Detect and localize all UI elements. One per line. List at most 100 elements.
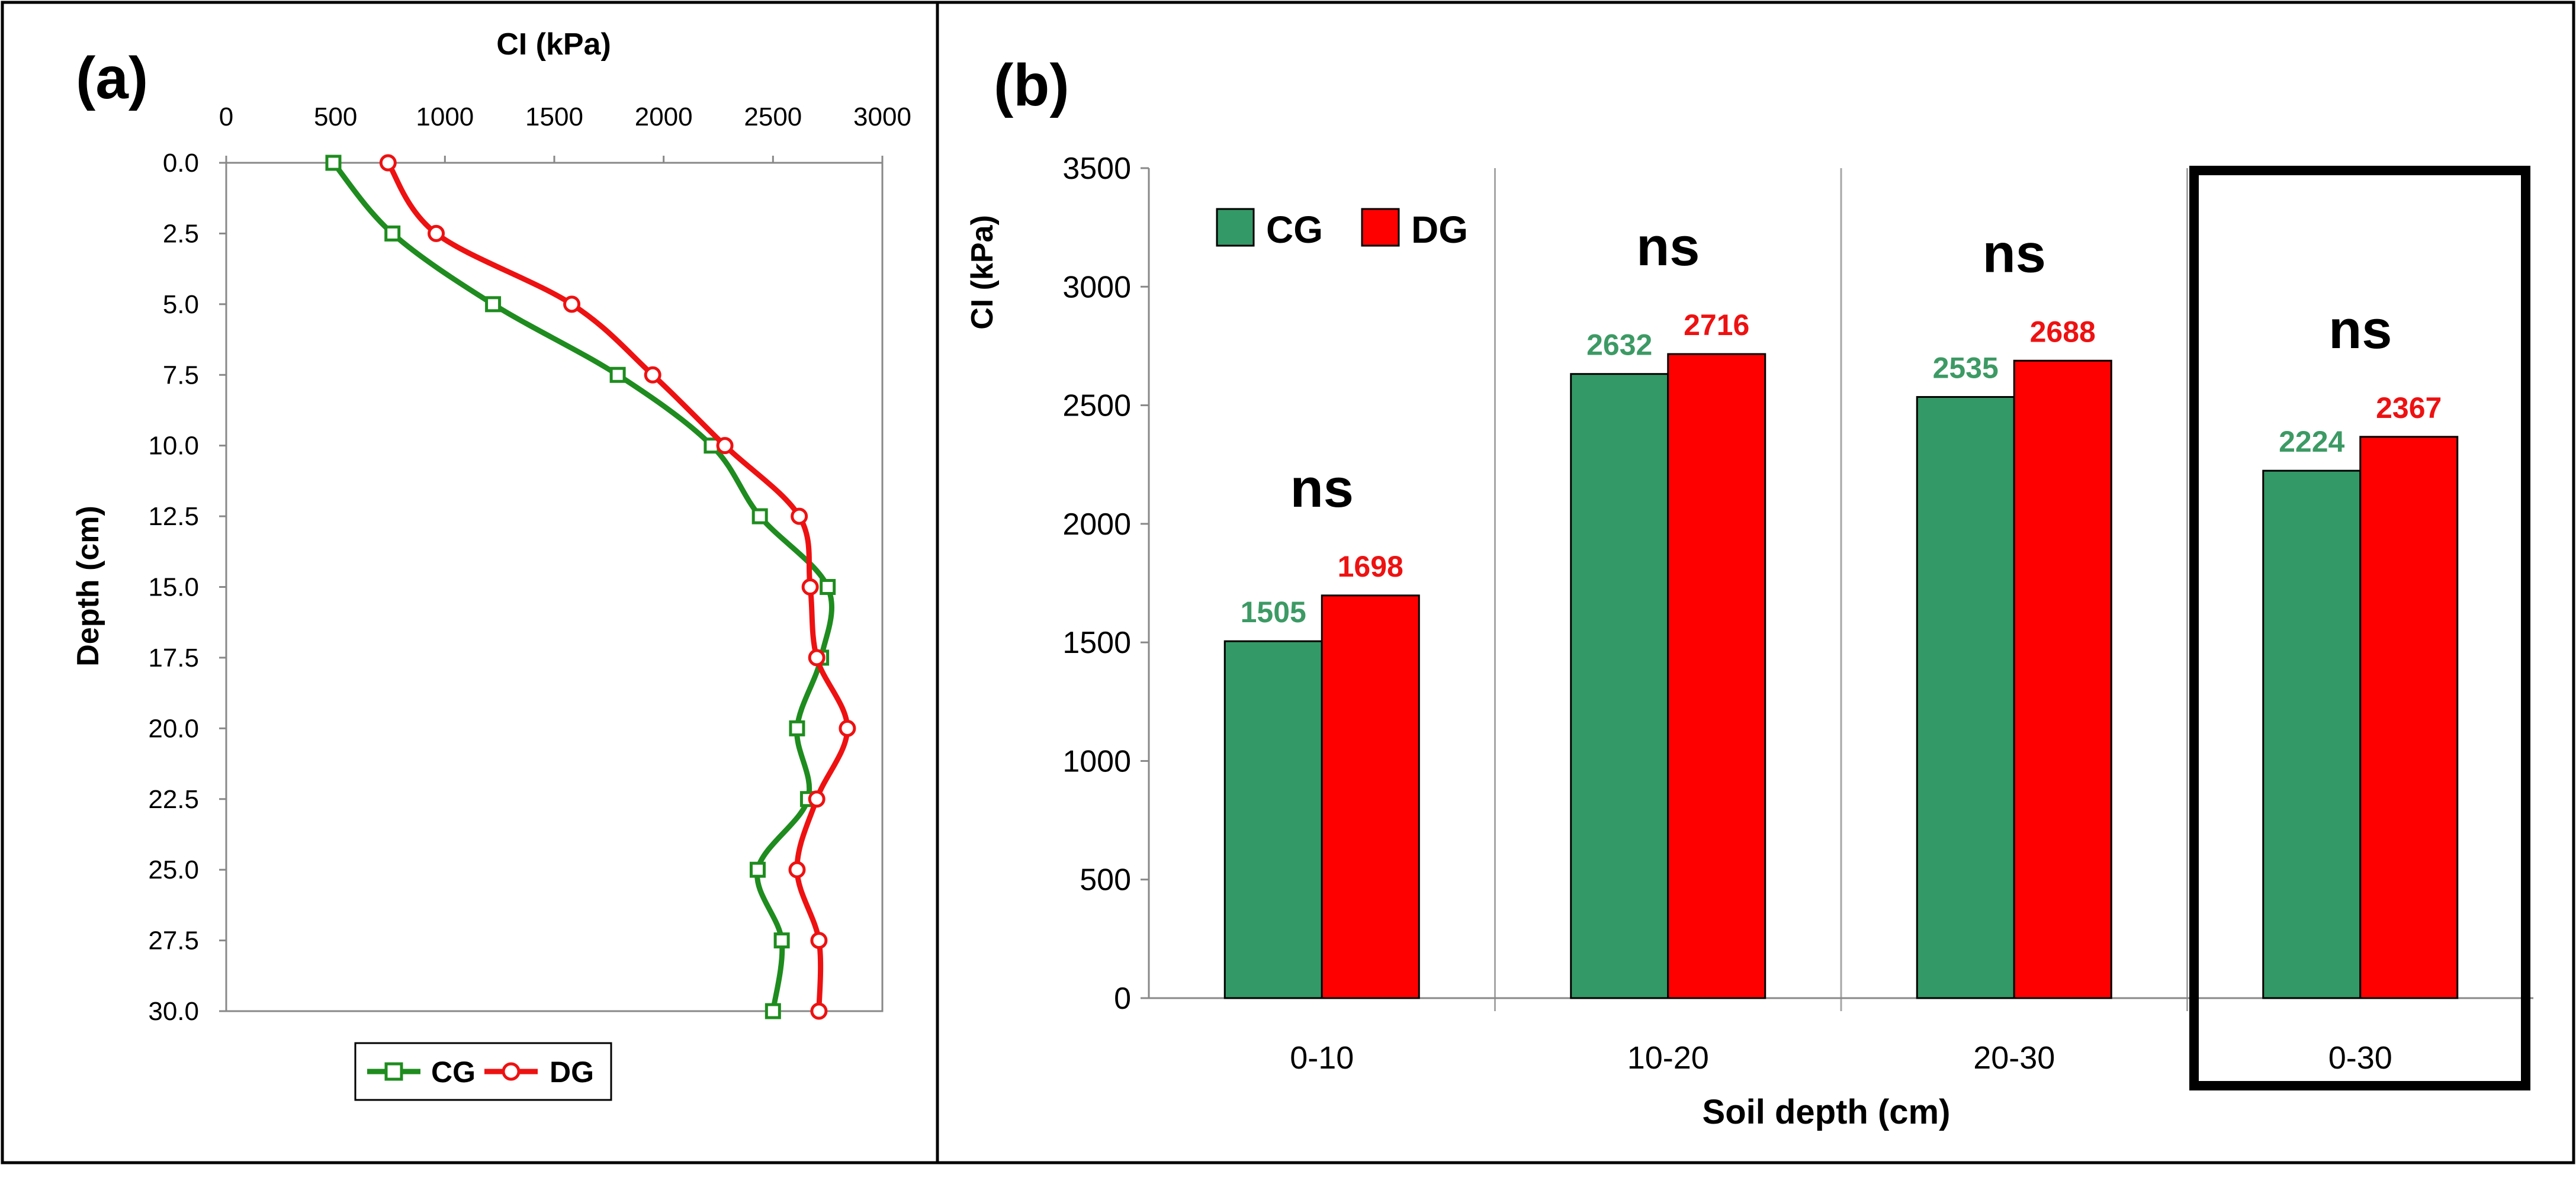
y-tick-label: 5.0: [163, 290, 199, 319]
panel-b-bar-chart: 0 500 1000 1500 2000 2500 3000 3500 1505 1698 ns 2…: [965, 152, 2533, 1131]
y-tick-label: 25.0: [148, 855, 199, 884]
x-tick-label: 1000: [416, 102, 474, 131]
point-cg: [751, 508, 768, 525]
y-tick-label: 22.5: [148, 785, 199, 814]
significance-label: ns: [2328, 300, 2392, 360]
panel-b-category-labels: 0-10 10-20 20-30 0-30: [1290, 1040, 2392, 1076]
panel-b-label: (b): [994, 52, 1069, 118]
legend-cg-swatch: [1216, 208, 1255, 247]
bar-dg-20-30: [2013, 359, 2112, 999]
y-tick-label: 2500: [1062, 389, 1131, 423]
panel-a-series: [325, 154, 856, 1020]
y-tick-label: 0.0: [163, 149, 199, 178]
panel-b-y-ticks: 0 500 1000 1500 2000 2500 3000 3500: [1062, 152, 1149, 1016]
point-cg: [485, 296, 502, 313]
series-line-cg: [330, 160, 834, 1014]
panel-a-y-axis-title: Depth (cm): [71, 506, 105, 667]
x-tick-label: 3000: [853, 102, 911, 131]
legend-dg-label: DG: [1411, 208, 1468, 251]
x-tick-label: 1500: [525, 102, 583, 131]
value-label-cg: 2224: [2279, 425, 2344, 458]
panel-a-plot-area: [225, 162, 884, 1012]
category-label: 0-10: [1290, 1040, 1354, 1076]
value-label-dg: 2367: [2376, 391, 2442, 424]
point-cg: [384, 225, 401, 242]
point-dg: [788, 861, 806, 879]
point-dg: [808, 790, 826, 808]
panel-a-y-ticks: 0.0 2.5 5.0 7.5 10.0 12.5 15.0 17.5 20.0 22.5 25.0…: [148, 149, 226, 1026]
y-tick-label: 7.5: [163, 361, 199, 390]
point-cg: [773, 932, 790, 949]
value-label-cg: 1505: [1241, 596, 1306, 629]
value-label-dg: 2716: [1684, 308, 1749, 342]
bar-dg-10-20: [1667, 353, 1766, 999]
y-tick-label: 15.0: [148, 573, 199, 602]
legend-cg-label: CG: [431, 1056, 476, 1089]
legend-dg-marker: [502, 1062, 521, 1081]
panel-a-x-axis-title: CI (kPa): [496, 27, 611, 62]
bar-dg-0-30: [2359, 436, 2459, 999]
point-dg: [791, 507, 808, 525]
point-cg: [820, 579, 836, 595]
point-dg: [379, 154, 397, 172]
panel-b-legend: CG DG: [1216, 208, 1468, 251]
significance-label: ns: [1290, 458, 1354, 519]
y-tick-label: 500: [1080, 863, 1131, 897]
bar-cg-10-20: [1570, 373, 1669, 999]
point-dg: [428, 224, 445, 242]
point-cg: [749, 861, 766, 878]
panel-b-x-axis-title: Soil depth (cm): [1703, 1093, 1951, 1131]
panel-a-line-chart: CI (kPa) Depth (cm) 0 500 1000 1500 2000 2500…: [71, 27, 911, 1101]
y-tick-label: 17.5: [148, 644, 199, 673]
point-dg: [808, 649, 826, 667]
category-label: 20-30: [1973, 1040, 2055, 1076]
panel-a-legend: CG DG: [354, 1042, 612, 1101]
series-line-dg: [385, 160, 850, 1014]
point-dg: [839, 719, 856, 737]
y-tick-label: 2.5: [163, 219, 199, 248]
point-dg: [810, 932, 828, 950]
y-tick-label: 2000: [1062, 507, 1131, 542]
x-tick-label: 0: [219, 102, 233, 131]
bar-cg-0-30: [2262, 469, 2362, 999]
y-tick-label: 0: [1114, 982, 1131, 1016]
x-tick-label: 500: [314, 102, 357, 131]
y-tick-label: 27.5: [148, 926, 199, 955]
point-cg: [609, 366, 626, 383]
category-label: 10-20: [1627, 1040, 1709, 1076]
point-dg: [644, 366, 661, 384]
bar-cg-0-10: [1223, 640, 1323, 999]
legend-cg-label: CG: [1266, 208, 1323, 251]
x-tick-label: 2500: [744, 102, 802, 131]
y-tick-label: 12.5: [148, 502, 199, 531]
point-dg: [563, 295, 581, 313]
panel-b-grid: [1494, 168, 2188, 1011]
y-tick-label: 3000: [1062, 270, 1131, 304]
panel-a-x-ticks: 0 500 1000 1500 2000 2500 3000: [219, 102, 911, 163]
panel-a-label: (a): [76, 45, 148, 111]
panel-b-bars: 1505 1698 ns 2632 2716 ns 2535 2688 ns 2224 2367 ns: [1223, 217, 2459, 999]
legend-cg-marker: [384, 1062, 403, 1081]
y-tick-label: 1000: [1062, 744, 1131, 778]
highlight-box-0-30: [2189, 166, 2530, 1090]
y-tick-label: 20.0: [148, 714, 199, 743]
point-cg: [789, 720, 805, 736]
y-tick-label: 30.0: [148, 997, 199, 1026]
value-label-cg: 2535: [1933, 352, 1999, 385]
legend-dg-swatch: [1361, 208, 1400, 247]
y-tick-label: 1500: [1062, 626, 1131, 660]
value-label-dg: 2688: [2030, 315, 2096, 348]
category-label: 0-30: [2328, 1040, 2392, 1076]
point-cg: [325, 155, 342, 171]
x-tick-label: 2000: [635, 102, 693, 131]
point-cg: [765, 1003, 781, 1019]
bar-cg-20-30: [1916, 396, 2015, 999]
point-dg: [810, 1002, 828, 1020]
significance-label: ns: [1636, 217, 1700, 277]
point-dg: [716, 437, 734, 455]
bar-dg-0-10: [1321, 594, 1420, 999]
legend-dg-label: DG: [550, 1056, 594, 1089]
value-label-dg: 1698: [1338, 550, 1403, 583]
